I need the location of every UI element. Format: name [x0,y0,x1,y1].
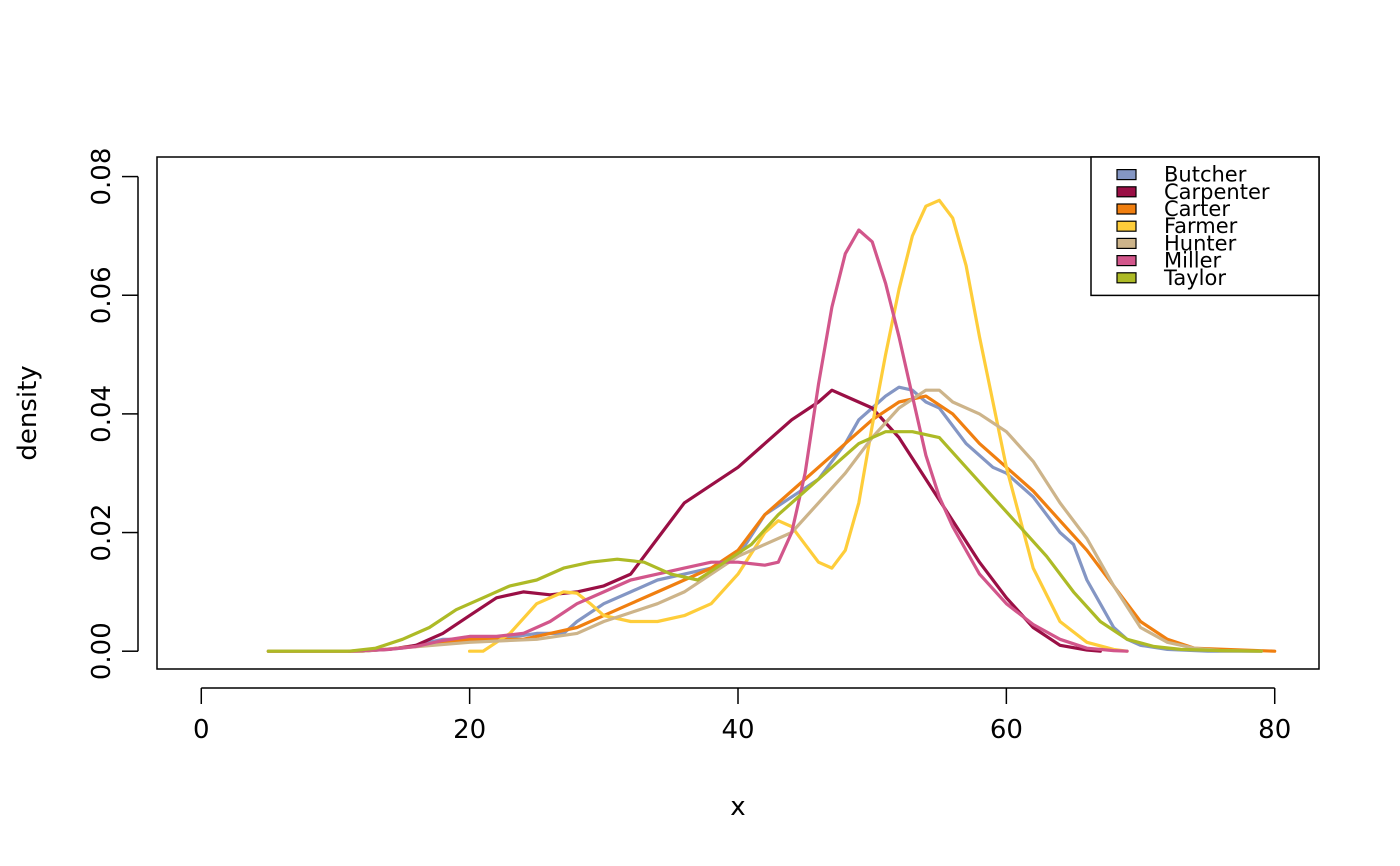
series-layer [266,198,1277,653]
y-tick-label: 0.08 [87,148,117,206]
y-tick-label: 0.04 [87,385,117,443]
legend-label-carpenter: Carpenter [1164,180,1270,204]
x-tick-label: 20 [453,715,486,745]
series-line-carter [266,394,1277,653]
series-line-farmer [468,198,1129,653]
x-axis-title: x [730,792,745,822]
x-tick-label: 40 [721,715,754,745]
legend-label-taylor: Taylor [1163,266,1226,290]
legend-label-butcher: Butcher [1164,163,1247,187]
y-axis-title: density [13,365,43,460]
plot-frame [156,156,1320,670]
y-tick-label: 0.02 [87,504,117,562]
x-axis: 0 20 40 60 80 [193,687,1291,745]
series-line-taylor [266,430,1263,653]
legend-swatch-miller [1116,255,1137,267]
y-axis: 0.00 0.02 0.04 0.06 0.08 [87,148,139,680]
legend-swatch-butcher [1116,169,1137,181]
x-tick-label: 80 [1258,715,1291,745]
legend-swatch-carpenter [1116,186,1137,198]
legend-label-miller: Miller [1164,249,1222,273]
legend-label-carter: Carter [1164,197,1230,221]
series-line-carpenter [266,388,1102,653]
x-tick-label: 0 [193,715,210,745]
legend-label-hunter: Hunter [1164,231,1237,255]
legend: ButcherCarpenterCarterFarmerHunterMiller… [1090,156,1320,297]
series-line-miller [347,228,1129,653]
legend-label-farmer: Farmer [1164,214,1238,238]
x-tick-label: 60 [990,715,1023,745]
legend-swatch-farmer [1116,220,1137,232]
y-tick-label: 0.06 [87,266,117,324]
legend-swatch-carter [1116,203,1137,215]
y-tick-label: 0.00 [87,622,117,680]
legend-swatch-taylor [1116,272,1137,284]
legend-swatch-hunter [1116,237,1137,249]
